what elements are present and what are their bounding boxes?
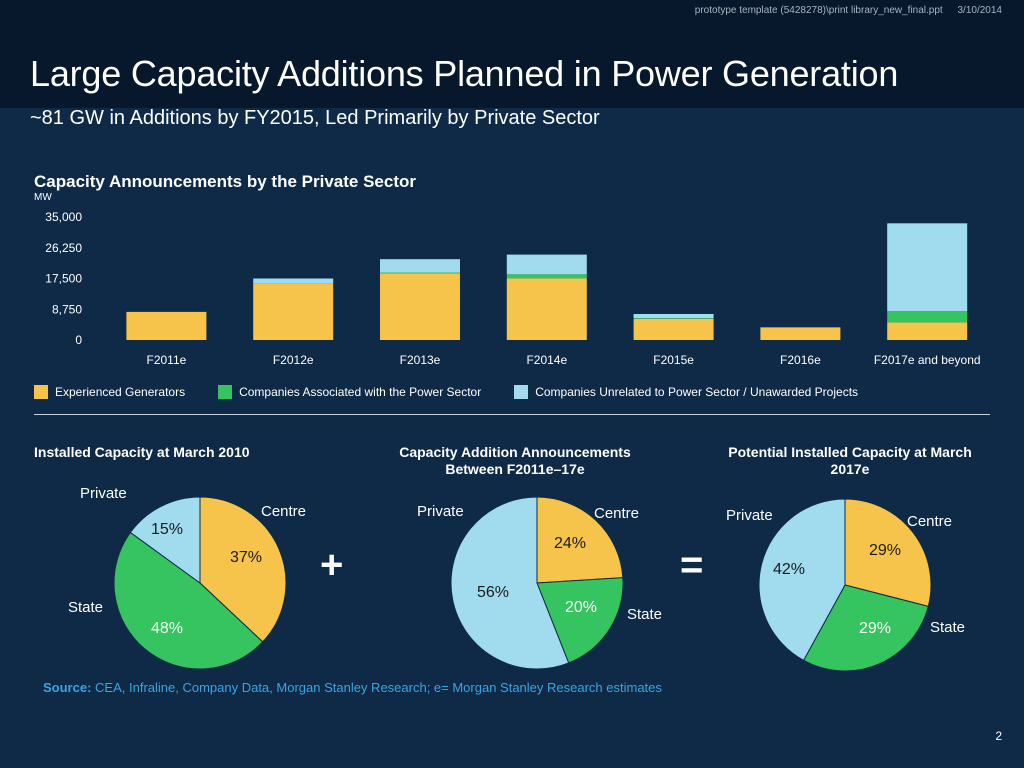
pie-slice-private — [758, 498, 846, 662]
x-tick-label: F2013e — [400, 353, 441, 367]
pie-slice-centre — [536, 496, 624, 584]
legend-item-unrelated: Companies Unrelated to Power Sector / Un… — [514, 385, 858, 399]
pie-category-label-state: State — [930, 619, 965, 636]
x-tick-label: F2011e — [146, 353, 186, 367]
bar-segment-experienced — [506, 278, 587, 340]
bar-chart: 0 8,750 17,500 26,250 35,000 F2011e F2012e F201… — [45, 210, 981, 367]
x-tick-label: F2014e — [526, 353, 567, 367]
pie-slice-state — [113, 531, 264, 670]
source-label: Source: — [43, 680, 92, 695]
legend-label-experienced: Experienced Generators — [55, 385, 186, 399]
pie-percent-label-private: 42% — [773, 561, 805, 578]
file-path: prototype template (5428278)\print libra… — [694, 5, 943, 16]
pie-slice-private — [129, 496, 201, 584]
bar-segment-unrelated — [633, 313, 714, 319]
pie-percent-label-centre: 37% — [230, 549, 262, 566]
bar-chart-legend: Experienced Generators Companies Associa… — [34, 385, 891, 399]
pie-slice-state — [802, 584, 929, 672]
pie-percent-label-state: 20% — [565, 599, 597, 616]
pie-percent-label-centre: 24% — [554, 535, 586, 552]
bar-chart-title: Capacity Announcements by the Private Se… — [34, 172, 416, 191]
y-tick-label: 8,750 — [52, 302, 82, 316]
bar-segment-unrelated — [253, 278, 334, 284]
y-tick-label: 35,000 — [45, 210, 82, 224]
file-meta: prototype template (5428278)\print libra… — [683, 5, 1002, 16]
pie-slice-state — [536, 577, 624, 664]
pie-title-potential: Potential Installed Capacity at March 20… — [728, 444, 972, 477]
pie-slice-centre — [199, 496, 287, 643]
pie-percent-label-centre: 29% — [869, 542, 901, 559]
bar-segment-associated — [380, 272, 460, 274]
source-note: Source: CEA, Infraline, Company Data, Mo… — [43, 680, 662, 695]
bar-segment-associated — [887, 311, 968, 323]
legend-label-associated: Companies Associated with the Power Sect… — [239, 385, 482, 399]
bar-segment-experienced — [126, 311, 207, 340]
bar-segment-experienced — [760, 327, 841, 340]
x-tick-label: F2017e and beyond — [874, 353, 981, 367]
y-tick-label: 0 — [75, 333, 82, 347]
plus-operator: + — [320, 543, 344, 587]
pie-category-label-centre: Centre — [594, 505, 639, 522]
pie-title-installed: Installed Capacity at March 2010 — [34, 444, 250, 460]
bar-segment-unrelated — [380, 259, 460, 273]
pie-category-label-private: Private — [726, 507, 773, 524]
pie-category-label-private: Private — [417, 503, 464, 520]
legend-swatch-associated — [218, 385, 233, 399]
legend-item-experienced: Experienced Generators — [34, 385, 185, 399]
legend-label-unrelated: Companies Unrelated to Power Sector / Un… — [535, 385, 859, 399]
pie-category-label-state: State — [627, 606, 662, 623]
equals-operator: = — [680, 543, 704, 587]
y-tick-label: 26,250 — [45, 241, 82, 255]
pie-category-label-private: Private — [80, 485, 127, 502]
x-tick-label: F2012e — [273, 353, 314, 367]
legend-item-associated: Companies Associated with the Power Sect… — [218, 385, 481, 399]
bar-segment-experienced — [380, 273, 460, 340]
file-date: 3/10/2014 — [957, 5, 1003, 16]
pie-percent-label-private: 15% — [151, 521, 183, 538]
pie-category-label-state: State — [68, 599, 103, 616]
pie-slice-private — [450, 496, 570, 670]
page-subtitle: ~81 GW in Additions by FY2015, Led Prima… — [30, 107, 600, 129]
pie-slice-centre — [844, 498, 932, 607]
section-divider — [34, 414, 990, 415]
x-tick-label: F2015e — [653, 353, 694, 367]
pie-title-announcements: Capacity Addition Announcements Between … — [399, 444, 631, 477]
bar-segment-unrelated — [506, 254, 587, 275]
page-number: 2 — [995, 729, 1002, 743]
header-band — [0, 0, 1024, 108]
bar-segment-experienced — [633, 318, 714, 340]
source-text: CEA, Infraline, Company Data, Morgan Sta… — [95, 680, 662, 695]
legend-swatch-experienced — [34, 385, 48, 399]
bar-segment-unrelated — [887, 223, 968, 312]
bar-segment-associated — [633, 318, 714, 319]
pie-category-label-centre: Centre — [261, 503, 306, 520]
bar-chart-unit: MW — [34, 192, 52, 203]
bar-segment-experienced — [253, 283, 334, 340]
legend-swatch-unrelated — [514, 385, 529, 399]
pie-percent-label-state: 29% — [859, 620, 891, 637]
x-tick-label: F2016e — [780, 353, 821, 367]
bar-segment-experienced — [887, 322, 968, 340]
y-tick-label: 17,500 — [45, 272, 82, 286]
bar-segment-associated — [506, 274, 587, 279]
page-title: Large Capacity Additions Planned in Powe… — [30, 53, 899, 94]
pie-percent-label-state: 48% — [151, 620, 183, 637]
pie-category-label-centre: Centre — [907, 513, 952, 530]
pie-percent-label-private: 56% — [477, 584, 509, 601]
